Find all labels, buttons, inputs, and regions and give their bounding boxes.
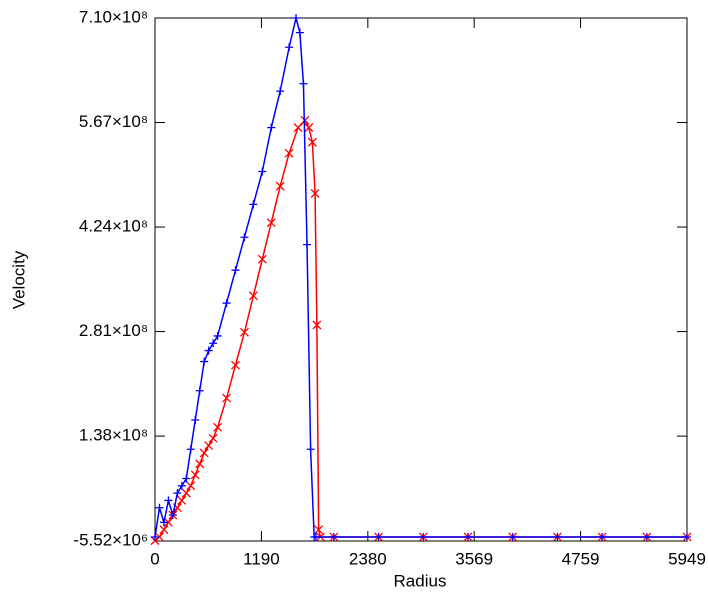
marker xyxy=(314,525,324,535)
marker xyxy=(195,386,204,395)
x-tick-label: 1190 xyxy=(243,549,280,568)
marker xyxy=(419,532,428,541)
x-tick-label: 5949 xyxy=(668,549,706,568)
marker xyxy=(181,488,191,498)
marker xyxy=(159,525,169,535)
marker xyxy=(159,518,168,527)
marker xyxy=(208,433,218,443)
marker xyxy=(307,137,317,147)
marker xyxy=(200,357,209,366)
y-tick-label: 4.24×10⁸ xyxy=(79,217,148,236)
marker xyxy=(266,218,276,228)
marker xyxy=(155,503,164,512)
marker xyxy=(304,123,314,133)
marker xyxy=(222,299,231,308)
marker xyxy=(267,123,276,132)
marker xyxy=(163,517,173,527)
marker xyxy=(168,511,177,520)
marker xyxy=(231,266,240,275)
marker xyxy=(177,495,187,505)
marker xyxy=(683,532,691,541)
marker xyxy=(303,240,312,249)
y-tick-label: 1.38×10⁸ xyxy=(79,426,148,445)
marker xyxy=(222,393,232,403)
marker xyxy=(173,489,182,498)
x-tick-label: 2380 xyxy=(349,549,387,568)
marker xyxy=(177,481,186,490)
marker xyxy=(248,291,258,301)
marker xyxy=(463,532,472,541)
marker xyxy=(191,416,200,425)
marker xyxy=(231,360,240,370)
marker xyxy=(204,441,214,451)
marker xyxy=(312,320,322,330)
marker xyxy=(239,327,249,337)
marker xyxy=(275,181,285,191)
series-line xyxy=(154,17,687,538)
marker xyxy=(311,532,320,541)
marker xyxy=(151,532,159,541)
marker xyxy=(190,470,200,480)
marker xyxy=(213,331,222,340)
x-tick-label: 3569 xyxy=(455,549,493,568)
x-tick-label: 0 xyxy=(150,549,159,568)
marker xyxy=(292,14,301,22)
marker xyxy=(257,254,267,264)
marker xyxy=(508,532,517,541)
marker xyxy=(306,445,315,454)
marker xyxy=(199,448,209,458)
marker xyxy=(209,339,218,348)
marker xyxy=(249,200,258,209)
marker xyxy=(204,346,213,355)
marker xyxy=(164,496,173,505)
marker xyxy=(258,167,267,176)
marker xyxy=(284,148,294,158)
marker xyxy=(182,474,191,483)
marker xyxy=(186,445,195,454)
marker xyxy=(195,459,205,469)
y-tick-label: 5.67×10⁸ xyxy=(79,112,148,131)
plot-frame xyxy=(154,17,688,542)
y-axis-label: Velocity xyxy=(9,250,28,309)
marker xyxy=(329,532,338,541)
x-axis-label: Radius xyxy=(394,571,447,590)
marker xyxy=(553,532,562,541)
marker xyxy=(374,532,383,541)
marker xyxy=(295,28,304,37)
marker xyxy=(293,123,303,133)
y-tick-label: 2.81×10⁸ xyxy=(79,321,148,340)
y-tick-label: -5.52×10⁶ xyxy=(73,530,148,549)
marker xyxy=(285,43,294,52)
marker xyxy=(310,188,320,198)
series-line xyxy=(154,119,687,542)
marker xyxy=(598,532,607,541)
marker xyxy=(213,422,223,432)
marker xyxy=(240,233,249,242)
marker xyxy=(642,532,651,541)
marker xyxy=(155,532,164,542)
marker xyxy=(276,87,285,96)
y-tick-label: 7.10×10⁸ xyxy=(79,7,148,26)
marker xyxy=(186,481,196,491)
marker xyxy=(299,79,308,88)
x-tick-label: 4759 xyxy=(562,549,600,568)
